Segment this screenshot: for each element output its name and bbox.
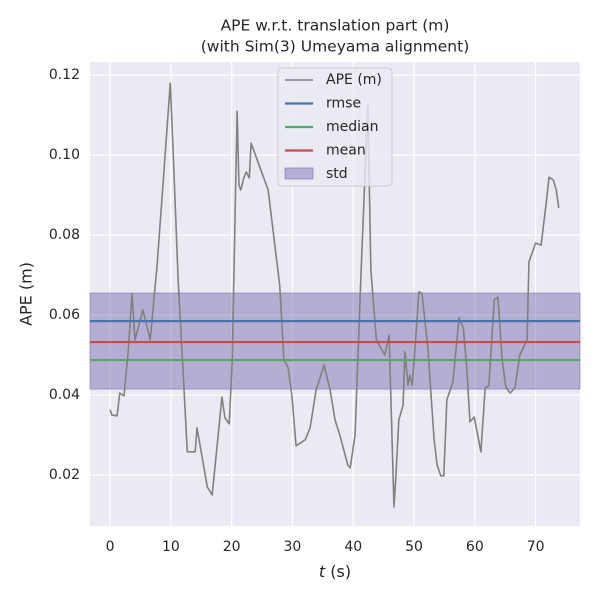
chart-subtitle: (with Sim(3) Umeyama alignment) xyxy=(201,38,470,56)
legend-label: median xyxy=(326,119,378,135)
legend-box xyxy=(277,67,393,187)
legend-label: mean xyxy=(326,143,366,159)
ape-line xyxy=(109,82,560,508)
x-tick-label: 20 xyxy=(223,539,241,555)
y-tick-label: 0.06 xyxy=(49,307,80,323)
legend-label: APE (m) xyxy=(326,72,382,88)
x-tick-label: 70 xyxy=(527,539,545,555)
x-tick-label: 0 xyxy=(106,539,115,555)
legend-swatch xyxy=(284,167,314,180)
x-tick-label: 30 xyxy=(284,539,302,555)
x-tick-label: 10 xyxy=(162,539,180,555)
y-tick-label: 0.12 xyxy=(49,67,80,83)
y-tick-label: 0.10 xyxy=(49,147,80,163)
marks xyxy=(89,82,581,508)
legend-label: std xyxy=(326,166,348,182)
x-axis-label: t (s) xyxy=(319,562,351,581)
y-tick-label: 0.04 xyxy=(49,387,80,403)
y-tick-label: 0.08 xyxy=(49,227,80,243)
x-tick-label: 60 xyxy=(466,539,484,555)
x-tick-label: 50 xyxy=(405,539,423,555)
legend-label: rmse xyxy=(326,96,361,112)
y-axis-label: APE (m) xyxy=(17,262,36,326)
x-tick-label: 40 xyxy=(344,539,362,555)
legend: APE (m) rmse median mean std xyxy=(277,67,393,187)
chart-title: APE w.r.t. translation part (m) xyxy=(221,17,450,35)
y-tick-label: 0.02 xyxy=(49,467,80,483)
